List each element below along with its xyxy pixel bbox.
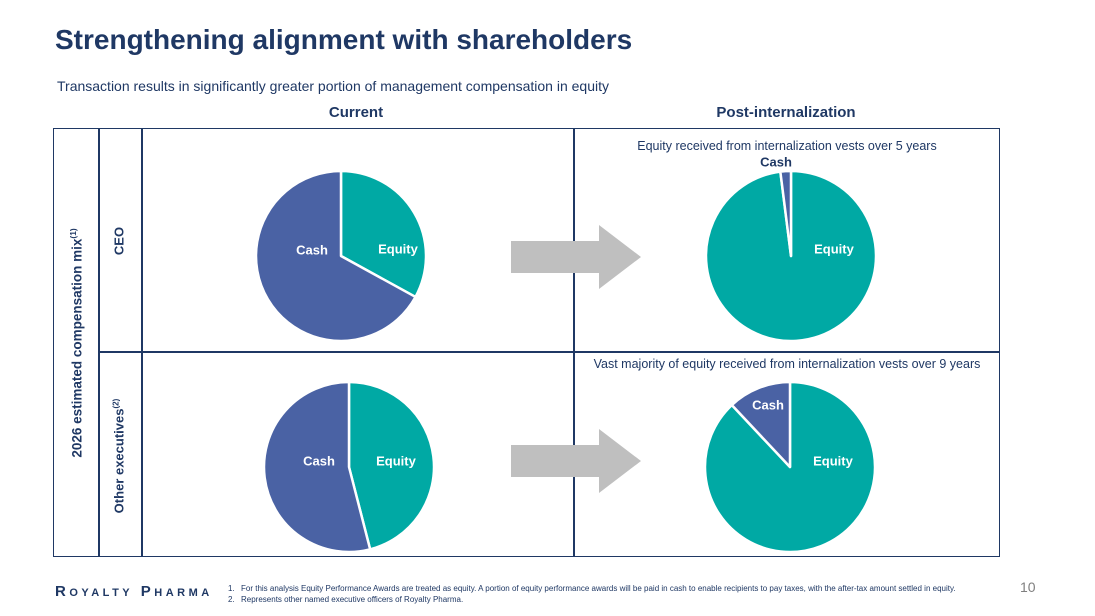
pie-label-equity: Equity — [378, 241, 418, 257]
pie-chart-ceo-current: Equity Cash — [246, 161, 436, 351]
footnotes: 1. For this analysis Equity Performance … — [228, 584, 1018, 605]
pie-slice-cash — [730, 380, 792, 469]
page-title: Strengthening alignment with shareholder… — [55, 24, 633, 55]
pie-slice-cash — [262, 380, 372, 554]
annotation-ceo-post: Equity received from internalization ves… — [637, 139, 937, 153]
footnote-ref-1: (1) — [67, 228, 78, 239]
comparison-table: 2026 estimated compensation mix(1) CEO O… — [53, 128, 1000, 557]
page-number: 10 — [1020, 579, 1036, 595]
pie-chart-ceo-post: Equity Cash — [696, 155, 886, 351]
pie-label-equity: Equity — [376, 453, 416, 469]
footnote-2: 2. Represents other named executive offi… — [228, 594, 464, 604]
royalty-pharma-logo: Royalty Pharma — [55, 583, 213, 600]
right-arrow-icon — [511, 429, 641, 493]
pie-slice-cash — [254, 169, 417, 343]
table-border-vertical-3 — [573, 129, 575, 556]
page-subtitle: Transaction results in significantly gre… — [57, 78, 609, 94]
pie-slice-equity — [339, 169, 428, 299]
pie-label-cash: Cash — [752, 397, 784, 413]
column-header-current: Current — [328, 104, 384, 121]
footnote-1: 1. For this analysis Equity Performance … — [228, 584, 956, 593]
right-arrow-icon — [511, 225, 641, 289]
footnote-ref-2: (2) — [111, 398, 121, 409]
annotation-other-post: Vast majority of equity received from in… — [593, 357, 981, 371]
pie-label-equity: Equity — [813, 453, 853, 469]
pie-slice-cash — [779, 169, 793, 258]
pie-label-cash: Cash — [760, 154, 792, 170]
pie-label-equity: Equity — [814, 241, 854, 257]
pie-label-cash: Cash — [296, 242, 328, 258]
table-border-vertical-2 — [141, 129, 143, 556]
pie-chart-other-current: Equity Cash — [254, 372, 444, 562]
table-border-vertical-1 — [98, 129, 100, 556]
pie-slice-equity — [347, 380, 436, 551]
column-header-post-internalization: Post-internalization — [716, 104, 856, 121]
pie-chart-other-post: Equity Cash — [695, 372, 885, 562]
pie-label-cash: Cash — [303, 453, 335, 469]
table-border-horizontal — [98, 351, 999, 353]
